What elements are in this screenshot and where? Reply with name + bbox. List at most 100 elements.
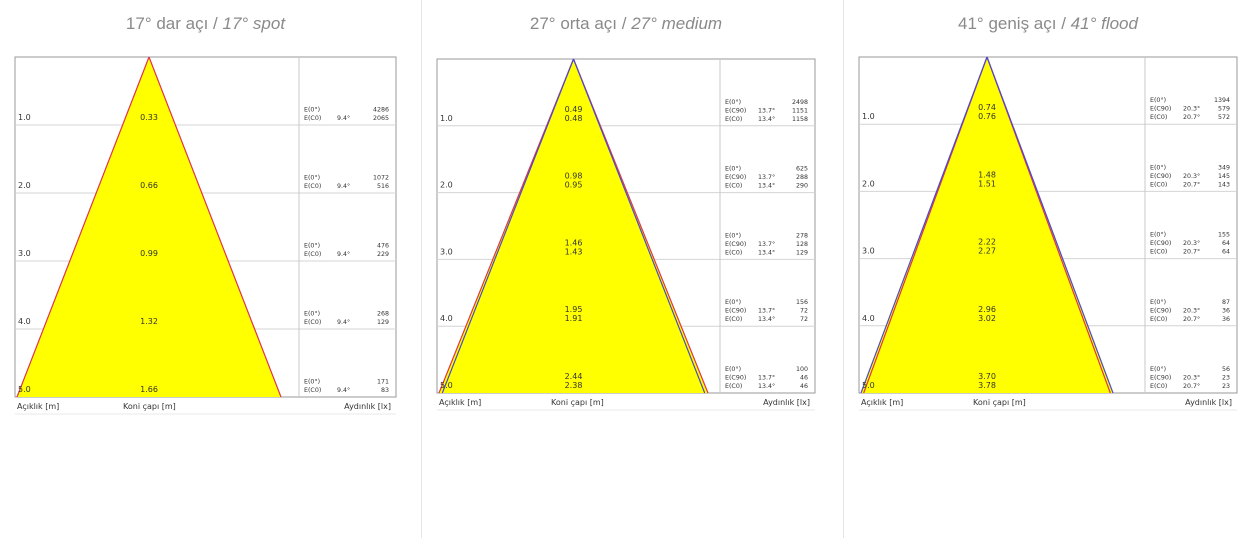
illuminance-value: 72: [800, 308, 808, 315]
title-tr: 27° orta açı: [529, 14, 618, 33]
illuminance-value: 268: [377, 311, 389, 318]
illuminance-label: E(C0): [725, 316, 742, 323]
distance-label: 2.0: [440, 181, 453, 190]
illuminance-angle: 9.4°: [337, 250, 350, 258]
illuminance-label: E(0°): [725, 98, 741, 106]
distance-label: 4.0: [862, 314, 875, 323]
distance-label: 3.0: [18, 249, 31, 258]
cone-diameter: 2.96: [978, 305, 996, 314]
distance-label: 1.0: [18, 113, 31, 122]
illuminance-label: E(0°): [725, 365, 741, 373]
cone-diameter: 2.38: [565, 381, 583, 390]
illuminance-value: 625: [796, 166, 808, 173]
illuminance-angle: 13.4°: [758, 115, 775, 123]
illuminance-value: 129: [796, 249, 808, 256]
beam-edge: [986, 56, 1114, 394]
illuminance-label: E(0°): [1150, 96, 1166, 104]
illuminance-value: 100: [796, 366, 808, 373]
illuminance-angle: 9.4°: [337, 318, 350, 326]
cone-diameter: 1.95: [565, 305, 583, 314]
illuminance-angle: 20.7°: [1183, 315, 1200, 323]
illuminance-label: E(0°): [1150, 365, 1166, 373]
illuminance-angle: 13.4°: [758, 248, 775, 256]
distance-label: 4.0: [440, 314, 453, 323]
illuminance-value: 72: [800, 316, 808, 323]
distance-label: 5.0: [440, 381, 453, 390]
illuminance-value: 1394: [1214, 97, 1230, 104]
illuminance-label: E(0°): [725, 298, 741, 306]
title-sep: /: [617, 14, 632, 33]
illuminance-label: E(C0): [304, 319, 321, 326]
illuminance-value: 64: [1222, 249, 1230, 256]
illuminance-label: E(0°): [304, 106, 320, 114]
title-tr: 41° geniş açı: [958, 14, 1057, 33]
illuminance-label: E(0°): [1150, 163, 1166, 171]
illuminance-label: E(C90): [725, 308, 746, 315]
illuminance-label: E(0°): [304, 174, 320, 182]
illuminance-label: E(C90): [725, 375, 746, 382]
illuminance-value: 156: [796, 299, 808, 306]
illuminance-angle: 13.4°: [758, 315, 775, 323]
panel-divider: [843, 0, 844, 538]
illuminance-value: 579: [1218, 106, 1230, 113]
title-en: 41° flood: [1070, 14, 1138, 33]
title-sep: /: [208, 14, 223, 33]
illuminance-label: E(C90): [1150, 240, 1171, 247]
illuminance-value: 572: [1218, 114, 1230, 121]
distance-label: 5.0: [18, 385, 31, 394]
distance-label: 4.0: [18, 317, 31, 326]
illuminance-angle: 13.7°: [758, 173, 775, 181]
cone-diameter: 0.95: [565, 181, 583, 190]
illuminance-angle: 20.3°: [1183, 306, 1200, 314]
illuminance-label: E(C0): [1150, 316, 1167, 323]
beam-edge: [572, 58, 706, 394]
distance-label: 1.0: [862, 112, 875, 121]
cone-diameter: 0.76: [978, 112, 996, 121]
cone-diameter: 3.70: [978, 372, 996, 381]
illuminance-angle: 20.7°: [1183, 113, 1200, 121]
illuminance-label: E(0°): [304, 310, 320, 318]
illuminance-angle: 13.4°: [758, 382, 775, 390]
illuminance-label: E(0°): [725, 165, 741, 173]
illuminance-angle: 9.4°: [337, 386, 350, 394]
title-sep: /: [1056, 14, 1071, 33]
illuminance-label: E(C0): [1150, 181, 1167, 188]
footer-left: Açıklık [m]: [439, 398, 481, 407]
cone-diameter: 3.02: [978, 314, 996, 323]
cone-diameter: 1.32: [140, 317, 158, 326]
illuminance-label: E(0°): [304, 378, 320, 386]
illuminance-value: 46: [800, 375, 808, 382]
illuminance-label: E(C90): [1150, 106, 1171, 113]
illuminance-value: 83: [381, 387, 389, 394]
illuminance-value: 278: [796, 232, 808, 239]
cone-diameter: 1.66: [140, 385, 158, 394]
distance-label: 3.0: [862, 247, 875, 256]
title-en: 17° spot: [222, 14, 286, 33]
beam-edge: [860, 56, 988, 394]
illuminance-value: 23: [1222, 383, 1230, 390]
illuminance-value: 349: [1218, 164, 1230, 171]
distance-label: 2.0: [862, 179, 875, 188]
illuminance-label: E(C90): [725, 107, 746, 114]
illuminance-value: 1072: [373, 175, 389, 182]
distance-label: 3.0: [440, 247, 453, 256]
beam-cone: [17, 57, 281, 397]
illuminance-label: E(C0): [1150, 114, 1167, 121]
illuminance-label: E(C0): [1150, 383, 1167, 390]
beam-edge: [148, 56, 282, 398]
illuminance-value: 36: [1222, 316, 1230, 323]
illuminance-label: E(C0): [1150, 249, 1167, 256]
illuminance-angle: 13.7°: [758, 307, 775, 315]
illuminance-label: E(0°): [1150, 298, 1166, 306]
illuminance-label: E(C90): [1150, 375, 1171, 382]
illuminance-value: 155: [1218, 232, 1230, 239]
cone-diameter: 2.44: [565, 372, 583, 381]
illuminance-angle: 13.4°: [758, 182, 775, 190]
cone-diameter: 0.98: [565, 172, 583, 181]
footer-left: Açıklık [m]: [861, 398, 903, 407]
illuminance-value: 129: [377, 319, 389, 326]
cone-diameter: 3.78: [978, 381, 996, 390]
illuminance-angle: 20.3°: [1183, 374, 1200, 382]
illuminance-value: 64: [1222, 240, 1230, 247]
illuminance-label: E(0°): [304, 242, 320, 250]
